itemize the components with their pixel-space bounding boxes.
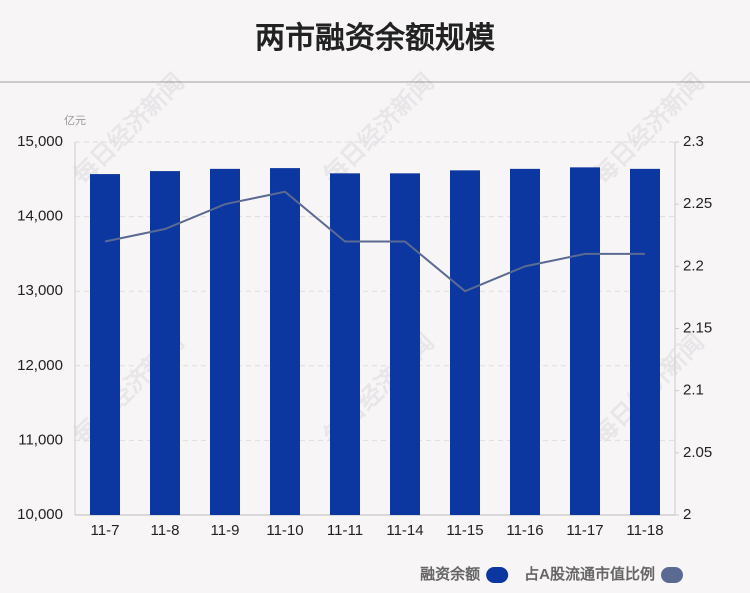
x-tick-label: 11-7 (91, 522, 120, 539)
bar (390, 173, 420, 515)
bar (150, 171, 180, 515)
y2-tick-label: 2.3 (683, 133, 704, 150)
x-tick-label: 11-11 (327, 522, 363, 539)
x-tick-label: 11-17 (566, 522, 603, 539)
y-tick-label: 13,000 (17, 282, 63, 299)
bar (90, 174, 120, 515)
y2-tick-label: 2.25 (683, 195, 712, 212)
bar (630, 168, 660, 515)
bar (570, 167, 600, 515)
line (104, 190, 645, 293)
x-tick-label: 11-18 (626, 522, 663, 539)
x-tick-label: 11-15 (446, 522, 483, 539)
x-tick-label: 11-14 (386, 522, 423, 539)
legend-swatch (661, 567, 683, 583)
y-axis-label: 亿元 (64, 114, 86, 127)
bar (210, 168, 240, 515)
y-tick-label: 12,000 (17, 357, 63, 374)
y2-tick-label: 2.05 (683, 444, 712, 461)
bar (450, 170, 480, 515)
y2-tick-label: 2.2 (683, 257, 704, 274)
x-tick-label: 11-10 (266, 522, 303, 539)
y-tick-label: 14,000 (17, 208, 63, 225)
legend-label: 融资余额 (420, 565, 480, 583)
x-tick-label: 11-8 (151, 522, 180, 539)
bar (330, 173, 360, 515)
x-tick-label: 11-9 (211, 522, 240, 539)
x-tick-label: 11-16 (506, 522, 543, 539)
legend-label: 占A股流通市值比例 (524, 565, 655, 583)
y2-tick-label: 2.1 (683, 382, 704, 399)
y-tick-label: 15,000 (17, 133, 63, 150)
bar (270, 168, 300, 516)
chart-title: 两市融资余额规模 (255, 21, 495, 55)
bar (510, 168, 540, 515)
y2-tick-label: 2 (683, 506, 691, 523)
watermark: 每日经济新闻 (318, 68, 440, 190)
y2-tick-label: 2.15 (683, 319, 712, 336)
legend-swatch (486, 567, 509, 583)
y-tick-label: 10,000 (17, 506, 63, 523)
y-tick-label: 11,000 (18, 431, 63, 448)
